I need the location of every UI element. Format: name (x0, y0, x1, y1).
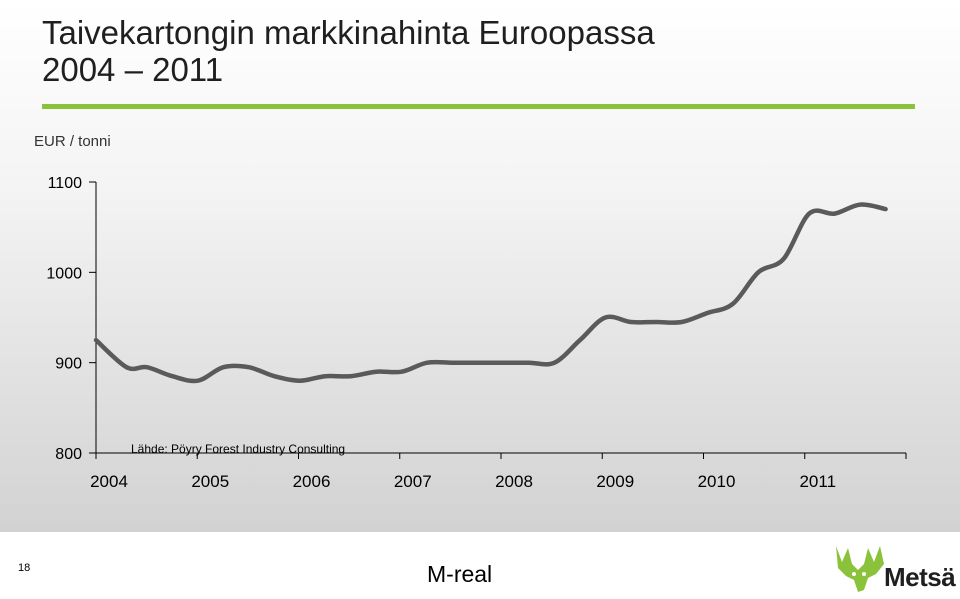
x-tick-label-2004: 2004 (90, 472, 128, 491)
chart-title-line2: 2004 – 2011 (42, 51, 224, 88)
logo-wordmark: Metsä (884, 562, 956, 592)
page-number: 18 (18, 562, 31, 574)
x-tick-label-2007: 2007 (394, 472, 432, 491)
y-tick-label-1000: 1000 (46, 265, 82, 282)
metsa-logo: Metsä (832, 540, 960, 594)
y-axis-label: EUR / tonni (34, 133, 111, 150)
y-tick-label-1100: 1100 (48, 175, 83, 192)
series-line-0 (93, 202, 888, 384)
x-tick-label-2008: 2008 (495, 472, 533, 491)
x-tick-label-2010: 2010 (698, 472, 736, 491)
x-tick-label-2009: 2009 (596, 472, 634, 491)
x-tick-label-2006: 2006 (293, 472, 331, 491)
chart-title-line1: Taivekartongin markkinahinta Euroopassa (42, 14, 655, 51)
y-tick-label-900: 900 (55, 356, 82, 373)
moose-antler-icon (836, 546, 884, 592)
chart-title: Taivekartongin markkinahinta Euroopassa … (42, 14, 655, 88)
y-tick-label-800: 800 (55, 446, 82, 463)
x-tick-label-2005: 2005 (191, 472, 229, 491)
source-annotation: Lähde: Pöyry Forest Industry Consulting (131, 442, 345, 456)
title-accent-rule (42, 104, 915, 109)
x-tick-label-2011: 2011 (799, 472, 836, 491)
line-chart: 800 900 1000 1100 2004 2005 2006 2007 2008 2009 20… (46, 175, 907, 491)
slide-background: Taivekartongin markkinahinta Euroopassa … (0, 0, 960, 532)
footer-brand: M-real (427, 561, 493, 587)
